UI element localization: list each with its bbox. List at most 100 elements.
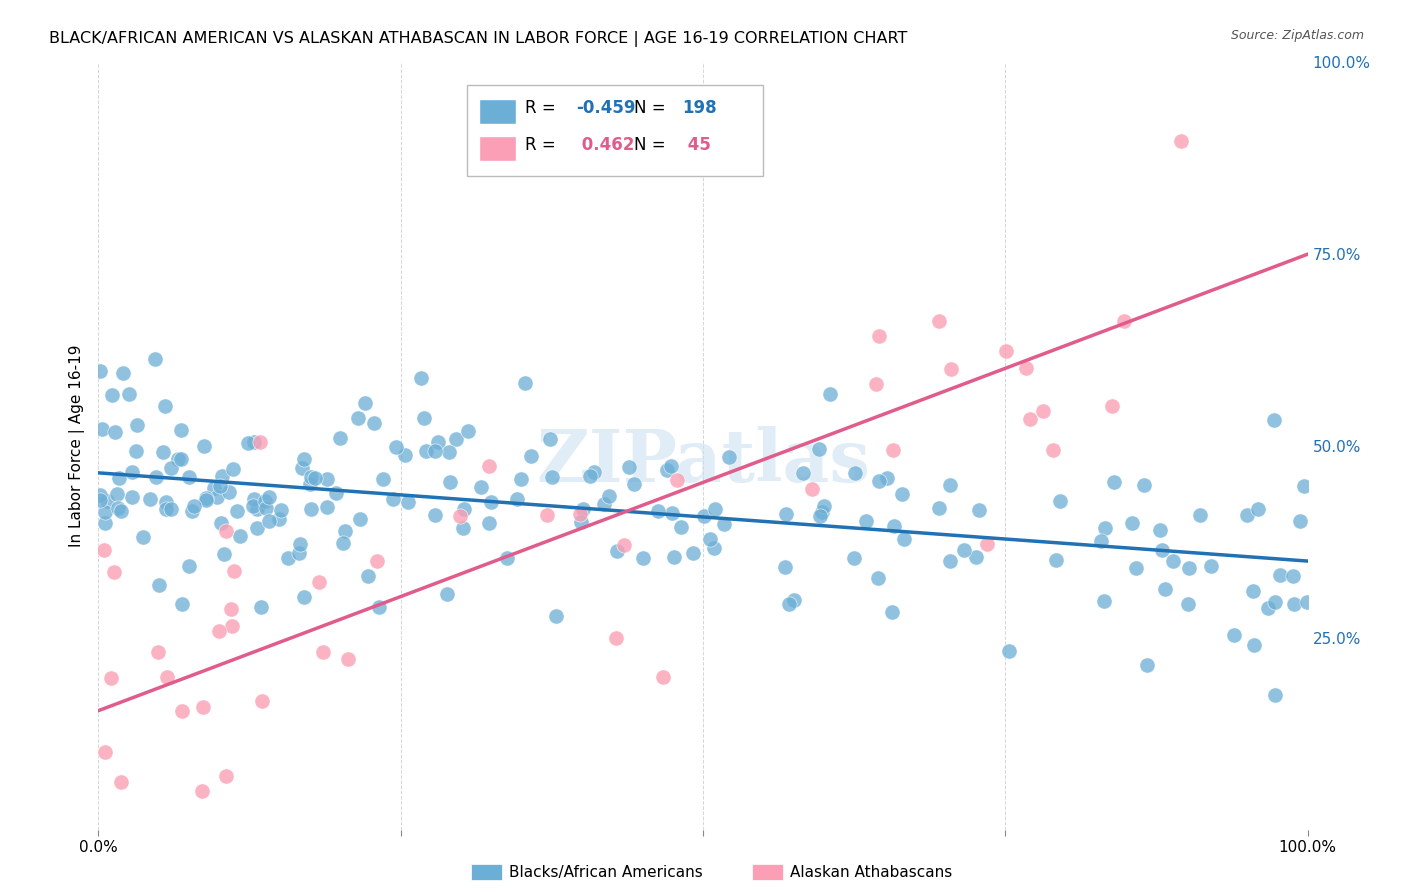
Point xyxy=(252,694,274,708)
Text: 0.462: 0.462 xyxy=(576,136,634,154)
Point xyxy=(775,560,797,574)
Point xyxy=(191,784,214,798)
Point xyxy=(121,466,143,480)
Point xyxy=(1121,516,1143,530)
Point xyxy=(257,490,280,504)
Point xyxy=(208,624,231,638)
Point xyxy=(444,432,467,446)
Point xyxy=(367,600,389,615)
Point xyxy=(209,516,232,530)
Point xyxy=(155,501,177,516)
Point xyxy=(169,451,191,466)
Point xyxy=(953,542,976,557)
Point xyxy=(1199,559,1222,574)
Point xyxy=(453,502,475,516)
Point xyxy=(1268,568,1291,582)
Point xyxy=(224,564,246,578)
FancyBboxPatch shape xyxy=(479,99,516,124)
Point xyxy=(170,423,193,437)
Point xyxy=(249,434,271,449)
Point xyxy=(177,558,200,573)
Point xyxy=(110,774,132,789)
Point xyxy=(100,671,122,685)
Point xyxy=(288,537,311,551)
Point xyxy=(1281,569,1303,583)
Point xyxy=(1125,561,1147,575)
Point xyxy=(288,546,311,560)
Point xyxy=(347,410,370,425)
Point xyxy=(212,547,235,561)
Point xyxy=(1045,553,1067,567)
Point xyxy=(775,508,797,522)
Point xyxy=(1042,442,1064,457)
Point xyxy=(292,451,315,466)
Text: ZIPatlas: ZIPatlas xyxy=(536,425,870,497)
Point xyxy=(939,477,962,491)
Point xyxy=(477,516,499,531)
Point xyxy=(569,515,592,529)
Point xyxy=(647,504,669,518)
Point xyxy=(439,475,461,489)
Point xyxy=(207,491,229,505)
Point xyxy=(661,506,683,520)
Point xyxy=(155,494,177,508)
Point xyxy=(1133,478,1156,492)
Point xyxy=(572,502,595,516)
Point xyxy=(172,597,194,611)
Point xyxy=(191,700,214,714)
Point xyxy=(1104,475,1126,489)
Point xyxy=(96,493,118,508)
Point xyxy=(623,476,645,491)
Point xyxy=(598,489,620,503)
Point xyxy=(633,550,655,565)
Point xyxy=(1263,413,1285,427)
Point xyxy=(495,550,517,565)
Point xyxy=(291,461,314,475)
Point xyxy=(277,551,299,566)
Point xyxy=(1114,314,1136,328)
Point xyxy=(883,519,905,533)
Text: -0.459: -0.459 xyxy=(576,100,636,118)
Point xyxy=(682,546,704,560)
Point xyxy=(107,500,129,515)
Point xyxy=(89,363,111,377)
Point xyxy=(994,344,1017,359)
Point xyxy=(415,444,437,458)
Point xyxy=(699,532,721,546)
Point xyxy=(195,491,218,506)
Point xyxy=(703,541,725,555)
Point xyxy=(385,440,408,454)
Point xyxy=(93,543,115,558)
Point xyxy=(606,544,628,558)
Point xyxy=(423,508,446,523)
Point xyxy=(865,376,887,391)
Point xyxy=(1257,601,1279,615)
Point xyxy=(659,459,682,474)
Point xyxy=(880,605,903,619)
Point xyxy=(214,524,236,539)
Point xyxy=(928,314,950,328)
Point xyxy=(167,451,190,466)
Point xyxy=(1019,411,1042,425)
Point xyxy=(152,445,174,459)
Point xyxy=(538,432,561,446)
Point xyxy=(226,504,249,518)
Point xyxy=(1243,639,1265,653)
Point xyxy=(437,444,460,458)
Point xyxy=(332,536,354,550)
Point xyxy=(478,458,501,473)
Point xyxy=(868,329,890,343)
Point xyxy=(304,471,326,485)
Point xyxy=(506,492,529,507)
Point xyxy=(121,490,143,504)
Point xyxy=(704,502,727,516)
Point xyxy=(409,371,432,385)
Point xyxy=(170,704,193,718)
Point xyxy=(357,568,380,582)
Point xyxy=(104,425,127,439)
Point xyxy=(1163,554,1185,568)
Point xyxy=(1032,403,1054,417)
Point xyxy=(221,619,243,633)
Point xyxy=(855,514,877,528)
Point xyxy=(1015,360,1038,375)
